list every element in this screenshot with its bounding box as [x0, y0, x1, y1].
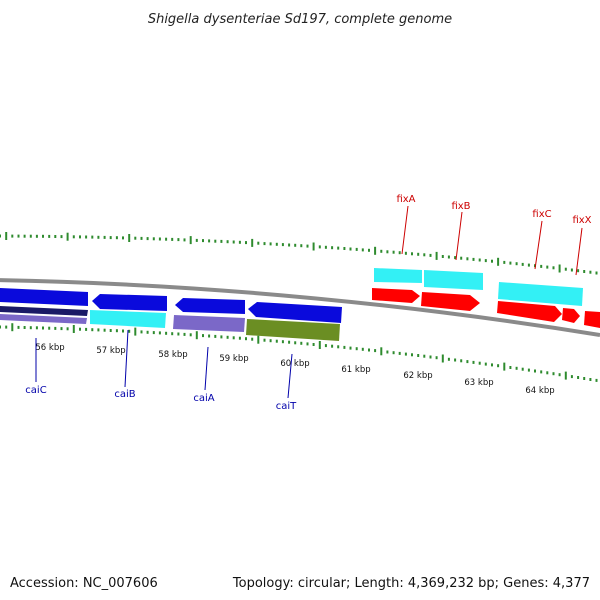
gene-caiB-cds[interactable]: [90, 310, 166, 328]
gene-caiA-arrow[interactable]: [248, 302, 342, 323]
gene-fixC-cds[interactable]: [498, 282, 583, 306]
gene-fixC-arrow[interactable]: [497, 301, 562, 322]
reverse-strand-features: [0, 288, 342, 341]
gene-label-fixX[interactable]: fixX: [572, 215, 591, 226]
leader-caiB: [124, 329, 129, 388]
leader-caiA: [204, 346, 209, 391]
leader-caiT: [287, 353, 293, 399]
gene-fixB-cds[interactable]: [424, 270, 483, 290]
kbp-label: 61 kbp: [341, 365, 370, 375]
kbp-label: 60 kbp: [280, 359, 309, 369]
gene-fixA-cds[interactable]: [374, 268, 422, 283]
genome-backbone: [0, 278, 600, 337]
leader-fixB: [455, 211, 463, 261]
gene-label-caiT[interactable]: caiT: [276, 401, 297, 412]
gene-caiA-cds[interactable]: [173, 315, 245, 332]
gene-caiC-cds-lower[interactable]: [0, 314, 87, 324]
gene-caiC-cds[interactable]: [0, 306, 88, 316]
leader-fixC: [534, 220, 543, 270]
kbp-label: 56 kbp: [35, 343, 64, 353]
gene-caiB-arrow[interactable]: [175, 298, 245, 314]
gene-fixX-arrow[interactable]: [562, 308, 580, 323]
gene-label-leaders: [35, 205, 583, 399]
forward-strand-features: [372, 268, 600, 328]
accession-text: Accession: NC_007606: [10, 576, 158, 591]
gene-caiD-arrow[interactable]: [0, 288, 88, 306]
gene-label-fixC[interactable]: fixC: [532, 209, 551, 220]
gene-label-caiA[interactable]: caiA: [193, 393, 214, 404]
gene-label-caiC[interactable]: caiC: [25, 385, 46, 396]
inner-tick-row: [0, 323, 598, 382]
kbp-label: 57 kbp: [96, 346, 125, 356]
kbp-label: 59 kbp: [219, 354, 248, 364]
kbp-scale: 56 kbp 57 kbp 58 kbp 59 kbp 60 kbp 61 kb…: [35, 343, 554, 396]
map-title: Shigella dysenteriae Sd197, complete gen…: [148, 12, 452, 27]
kbp-label: 58 kbp: [158, 350, 187, 360]
kbp-label: 63 kbp: [464, 378, 493, 388]
gene-fixA-arrow[interactable]: [372, 288, 420, 303]
leader-fixX: [575, 227, 583, 276]
leader-fixA: [401, 205, 409, 255]
kbp-label: 64 kbp: [525, 386, 554, 396]
gene-label-caiB[interactable]: caiB: [114, 389, 135, 400]
outer-tick-row: [0, 232, 598, 275]
gene-partial-arrow[interactable]: [584, 311, 600, 328]
kbp-label: 62 kbp: [403, 371, 432, 381]
topology-summary: Topology: circular; Length: 4,369,232 bp…: [232, 576, 590, 591]
gene-caiT-cds[interactable]: [246, 319, 340, 341]
gene-label-fixA[interactable]: fixA: [396, 194, 415, 205]
gene-fixB-arrow[interactable]: [421, 292, 480, 311]
gene-label-fixB[interactable]: fixB: [451, 201, 470, 212]
gene-caiC-arrow[interactable]: [92, 294, 167, 311]
gene-labels: caiC caiB caiA caiT fixA fixB fixC fixX: [25, 194, 591, 412]
